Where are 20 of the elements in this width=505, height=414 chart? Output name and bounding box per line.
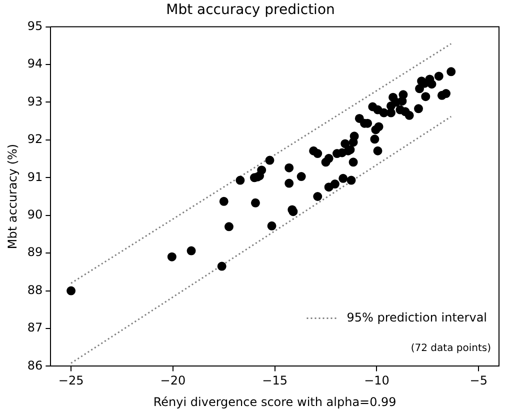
y-tick-label: 86 <box>27 358 43 372</box>
x-axis-title: Rényi divergence score with alpha=0.99 <box>153 394 396 409</box>
x-tick-label: −5 <box>470 374 488 388</box>
x-tick-label: −10 <box>364 374 390 388</box>
x-tick-label: −20 <box>160 374 186 388</box>
y-tick-label: 92 <box>27 132 43 146</box>
x-tick-label: −15 <box>262 374 288 388</box>
y-tick-label: 94 <box>27 56 43 71</box>
y-tick-label: 90 <box>27 207 43 222</box>
chart-title: Mbt accuracy prediction <box>166 2 335 18</box>
x-tick-label: −25 <box>58 374 84 388</box>
annotation: (72 data points) <box>410 342 492 354</box>
y-tick-label: 91 <box>27 170 43 184</box>
y-tick-label: 88 <box>27 282 43 297</box>
y-tick-label: 87 <box>27 320 43 335</box>
y-axis-title: Mbt accuracy (%) <box>5 144 20 250</box>
legend-label: 95% prediction interval <box>346 310 488 324</box>
y-tick-label: 89 <box>27 245 43 260</box>
y-tick-label: 93 <box>27 94 43 108</box>
y-tick-label: 95 <box>27 18 43 33</box>
